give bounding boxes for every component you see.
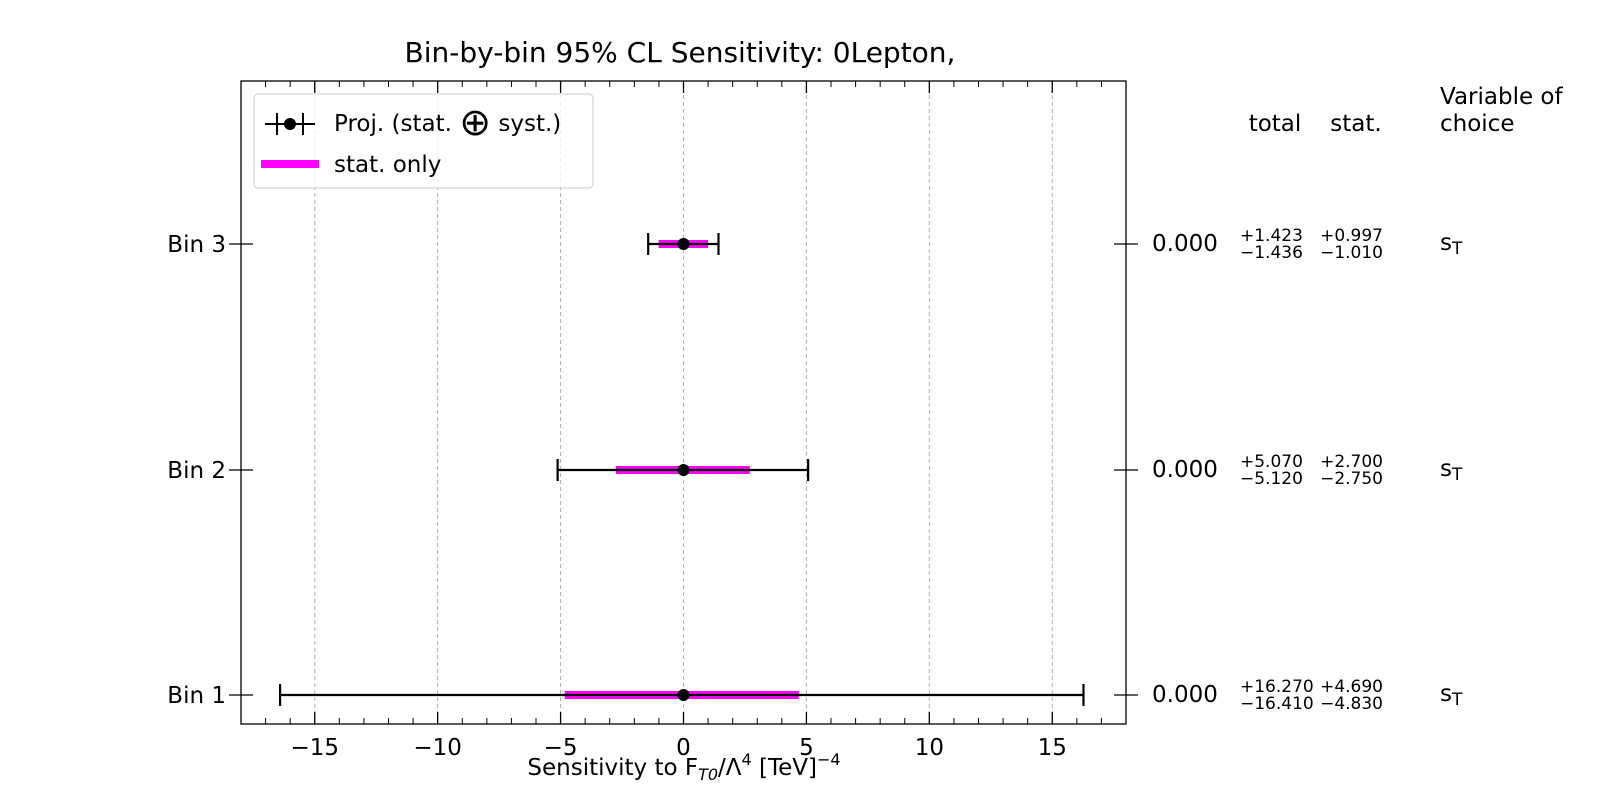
y-tick-label: Bin 3 — [167, 232, 226, 258]
x-axis-label: Sensitivity to FT0/Λ4 [TeV]−4 — [527, 750, 840, 784]
total-down-text: −16.410 — [1240, 694, 1314, 714]
chart-title: Bin-by-bin 95% CL Sensitivity: 0Lepton, — [405, 36, 956, 69]
stat-up-text: +2.700 — [1320, 452, 1383, 472]
header-variable-line1: Variable of — [1440, 84, 1564, 110]
central-value-text: 0.000 — [1152, 231, 1218, 257]
total-down-text: −5.120 — [1240, 469, 1303, 489]
variable-subscript: T — [1451, 465, 1463, 485]
x-axis-label-unit: [TeV] — [752, 755, 817, 781]
header-variable-line2: choice — [1440, 111, 1514, 137]
total-up-text: +16.270 — [1240, 677, 1314, 697]
legend-total-label-before: Proj. (stat. — [334, 111, 459, 137]
y-tick-label: Bin 2 — [167, 458, 226, 484]
table-headers: total stat. Variable of choice — [1249, 84, 1564, 137]
legend-box — [253, 93, 594, 189]
central-value-point — [677, 238, 690, 250]
legend-stat-marker — [261, 160, 319, 168]
total-up-text: +1.423 — [1240, 226, 1303, 246]
total-up-text: +5.070 — [1240, 452, 1303, 472]
x-tick-label: 5 — [799, 735, 814, 761]
sensitivity-table: 0.000 +1.423−1.436+0.997−1.010 sT0.000 +5.0… — [1152, 226, 1463, 714]
legend-stat-label: stat. only — [334, 152, 441, 178]
total-down-text: −1.436 — [1240, 243, 1303, 263]
variable-text: sT — [1440, 456, 1463, 485]
legend-total-label: Proj. (stat. ⊕ syst.) — [334, 100, 561, 144]
legend-total-marker — [265, 113, 315, 135]
stat-down-text: −4.830 — [1320, 694, 1383, 714]
x-tick-label: −15 — [290, 735, 339, 761]
bars-layer — [278, 233, 1085, 706]
legend-total-label-after: syst.) — [491, 111, 561, 137]
legend: Proj. (stat. ⊕ syst.) stat. only — [253, 93, 594, 189]
oplus-symbol: ⊕ — [459, 100, 491, 144]
y-tick-label: Bin 1 — [167, 683, 226, 709]
variable-name: s — [1440, 456, 1452, 482]
x-tick-label: 15 — [1038, 735, 1067, 761]
labels-layer: −15 −10 −5 0 5 10 15 Bin 3 Bin 2 Bin 1 — [167, 232, 1067, 761]
header-stat: stat. — [1330, 111, 1381, 137]
x-axis-label-mid: /Λ — [718, 755, 742, 781]
central-value-point — [677, 464, 690, 476]
x-axis-label-subscript: T0 — [698, 765, 718, 784]
x-tick-label: 10 — [915, 735, 944, 761]
x-axis-label-power: 4 — [742, 750, 752, 769]
central-value-text: 0.000 — [1152, 457, 1218, 483]
central-value-point — [677, 689, 690, 701]
x-tick-label: −10 — [413, 735, 462, 761]
header-total: total — [1249, 111, 1302, 137]
variable-subscript: T — [1451, 239, 1463, 259]
stat-up-text: +4.690 — [1320, 677, 1383, 697]
stat-down-text: −2.750 — [1320, 469, 1383, 489]
central-value-text: 0.000 — [1152, 682, 1218, 708]
variable-text: sT — [1440, 230, 1463, 259]
stat-up-text: +0.997 — [1320, 226, 1383, 246]
x-axis-label-unit-power: −4 — [817, 750, 841, 769]
variable-name: s — [1440, 230, 1452, 256]
stat-down-text: −1.010 — [1320, 243, 1383, 263]
x-tick-label: −5 — [544, 735, 578, 761]
variable-text: sT — [1440, 681, 1463, 710]
x-tick-label: 0 — [676, 735, 691, 761]
ticks-layer — [229, 81, 1138, 724]
variable-name: s — [1440, 681, 1452, 707]
variable-subscript: T — [1451, 690, 1463, 710]
x-axis-label-prefix: Sensitivity to F — [527, 755, 698, 781]
